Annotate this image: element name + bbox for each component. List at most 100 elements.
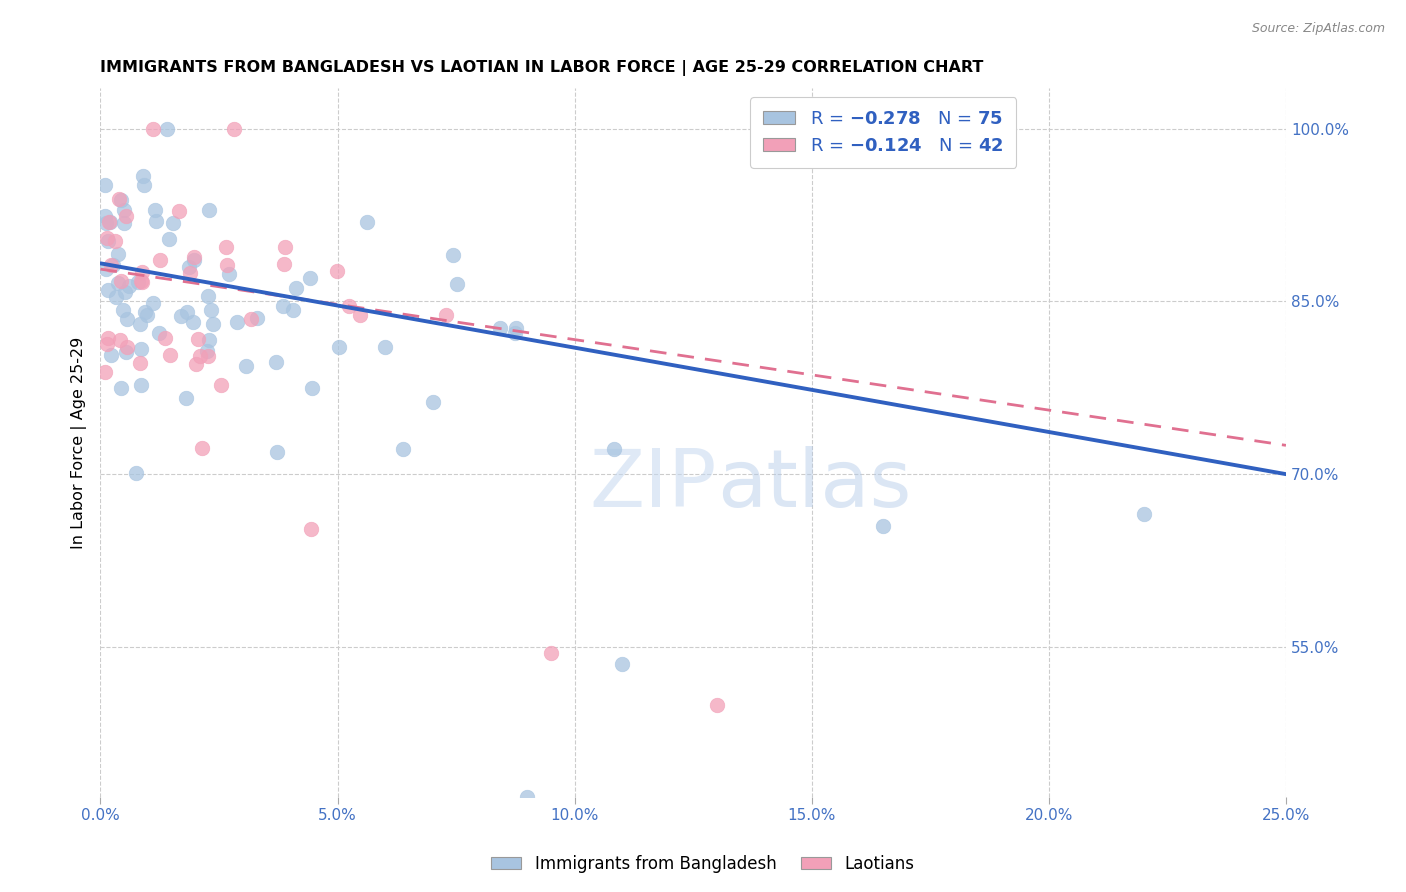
Point xyxy=(215,258,238,272)
Point xyxy=(112,202,135,217)
Point xyxy=(187,333,209,347)
Point xyxy=(97,214,120,228)
Point xyxy=(434,308,457,322)
Legend: Immigrants from Bangladesh, Laotians: Immigrants from Bangladesh, Laotians xyxy=(485,848,921,880)
Point xyxy=(128,356,150,370)
Point xyxy=(129,342,152,356)
Point xyxy=(235,359,257,373)
Point xyxy=(131,274,153,288)
Point xyxy=(145,214,167,228)
Legend: R = $\mathbf{-0.278}$   N = $\mathbf{75}$, R = $\mathbf{-0.124}$   N = $\mathbf{: R = $\mathbf{-0.278}$ N = $\mathbf{75}$,… xyxy=(751,97,1017,168)
Text: IMMIGRANTS FROM BANGLADESH VS LAOTIAN IN LABOR FORCE | AGE 25-29 CORRELATION CHA: IMMIGRANTS FROM BANGLADESH VS LAOTIAN IN… xyxy=(100,60,984,76)
Point xyxy=(115,340,138,354)
Point xyxy=(337,299,360,313)
Point xyxy=(131,377,153,392)
Point xyxy=(188,349,211,363)
Point xyxy=(127,275,149,289)
Point xyxy=(197,333,219,347)
Point xyxy=(200,303,222,318)
Point xyxy=(503,326,526,341)
Point xyxy=(100,258,122,272)
Point xyxy=(209,378,232,392)
Point xyxy=(197,289,219,303)
Point xyxy=(157,232,180,246)
Y-axis label: In Labor Force | Age 25-29: In Labor Force | Age 25-29 xyxy=(72,336,87,549)
Point xyxy=(215,240,238,254)
Point xyxy=(391,442,413,457)
Point xyxy=(349,308,371,322)
Point xyxy=(301,381,323,395)
Point xyxy=(94,216,117,230)
Point xyxy=(108,333,131,347)
Point xyxy=(142,296,165,310)
Point xyxy=(167,203,190,218)
Point xyxy=(197,349,219,363)
Point xyxy=(114,285,136,299)
Point xyxy=(131,275,153,289)
Point xyxy=(422,395,444,409)
Point xyxy=(125,466,148,480)
Point xyxy=(98,215,121,229)
Point xyxy=(104,235,127,249)
Point xyxy=(298,271,321,285)
Point xyxy=(159,348,181,362)
Point xyxy=(176,305,198,319)
Point xyxy=(489,320,512,334)
Point xyxy=(446,277,468,292)
Point xyxy=(101,258,124,272)
Point xyxy=(94,178,117,192)
Point xyxy=(96,231,118,245)
Point xyxy=(174,391,197,405)
Point xyxy=(96,283,118,297)
Point xyxy=(183,252,205,267)
Point xyxy=(115,344,138,359)
Point xyxy=(97,330,120,344)
Point xyxy=(132,169,155,183)
Point xyxy=(285,280,308,294)
Point xyxy=(153,331,176,345)
Point xyxy=(107,276,129,290)
Point xyxy=(610,657,633,672)
Point xyxy=(1132,508,1154,522)
Point xyxy=(128,317,150,331)
Point xyxy=(301,522,323,536)
Point xyxy=(872,519,894,533)
Point xyxy=(131,265,153,279)
Point xyxy=(516,789,538,804)
Point xyxy=(132,178,155,192)
Point xyxy=(177,260,200,274)
Point xyxy=(148,326,170,341)
Point xyxy=(706,698,728,712)
Point xyxy=(226,315,249,329)
Point xyxy=(603,442,626,457)
Point xyxy=(107,247,129,261)
Point xyxy=(94,262,117,277)
Point xyxy=(97,234,120,248)
Point xyxy=(356,215,378,229)
Point xyxy=(114,216,136,230)
Point xyxy=(441,247,464,261)
Point xyxy=(540,646,562,660)
Point xyxy=(110,193,132,207)
Point xyxy=(198,202,221,217)
Point xyxy=(115,311,138,326)
Point xyxy=(100,348,122,362)
Point xyxy=(104,290,127,304)
Point xyxy=(96,337,118,351)
Point xyxy=(195,344,218,359)
Point xyxy=(191,441,214,455)
Point xyxy=(374,340,396,354)
Point xyxy=(239,312,262,326)
Point xyxy=(271,300,294,314)
Text: ZIP: ZIP xyxy=(589,446,717,524)
Point xyxy=(328,340,350,354)
Point xyxy=(264,355,287,369)
Point xyxy=(118,279,141,293)
Text: Source: ZipAtlas.com: Source: ZipAtlas.com xyxy=(1251,22,1385,36)
Point xyxy=(245,311,267,326)
Point xyxy=(143,203,166,218)
Point xyxy=(149,253,172,268)
Point xyxy=(281,303,304,318)
Point xyxy=(94,210,117,224)
Point xyxy=(183,250,205,264)
